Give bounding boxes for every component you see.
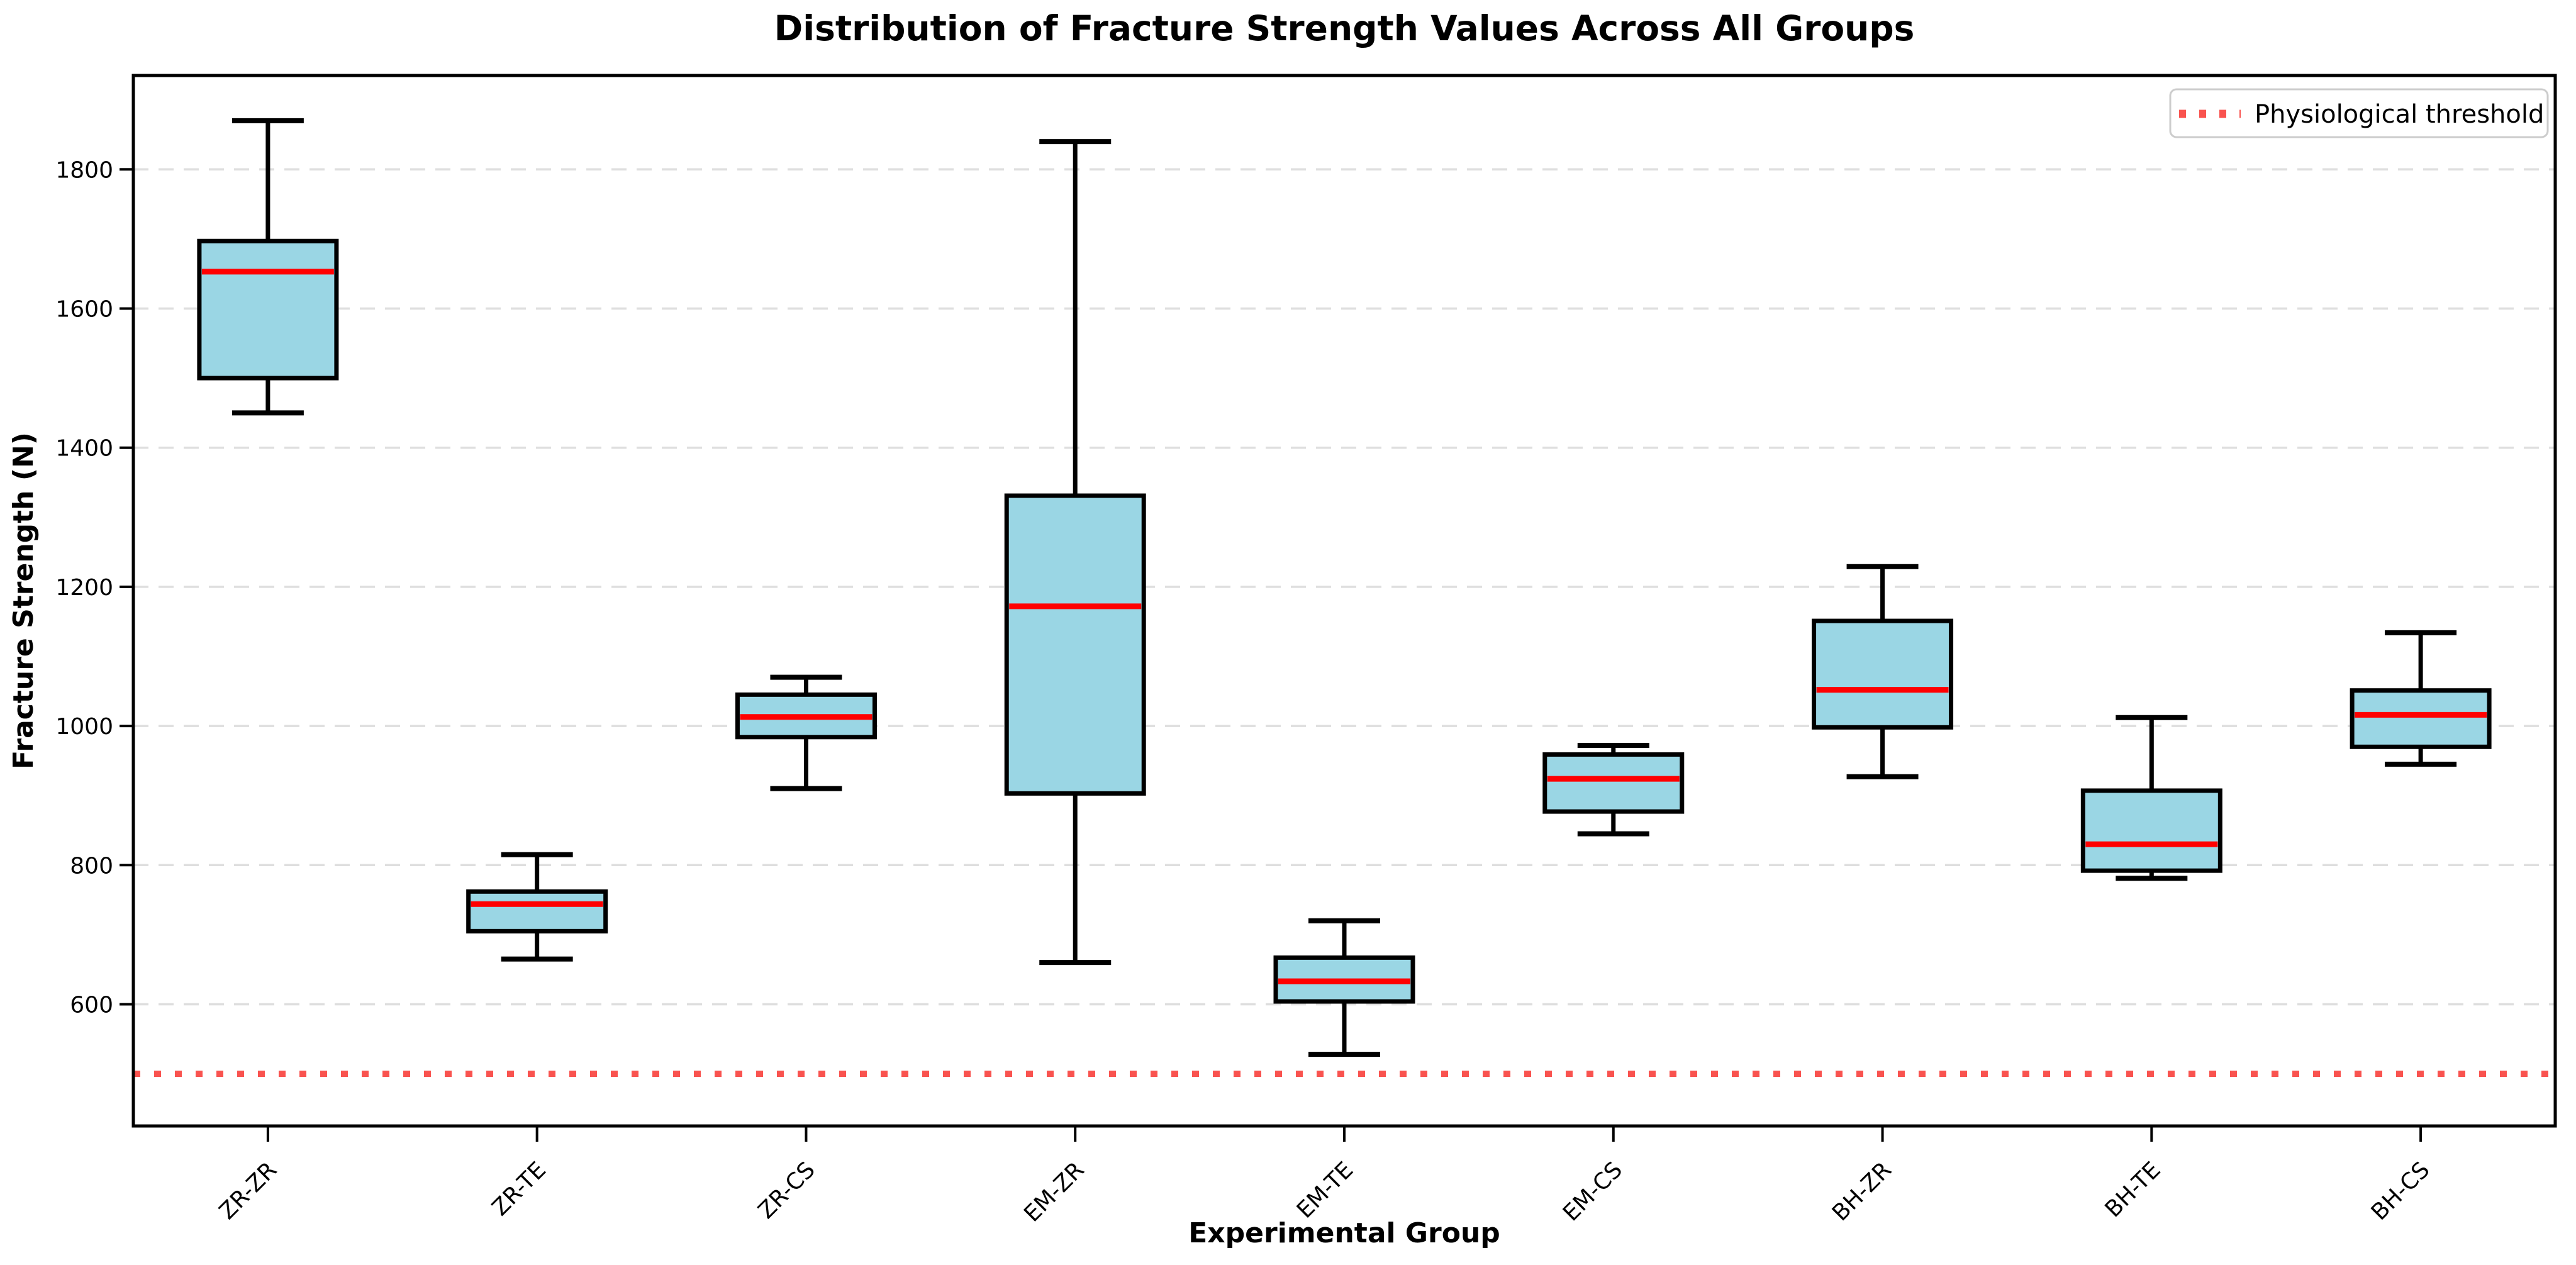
box-BH-CS xyxy=(2350,630,2492,767)
y-axis-ticks: 600 800 1000 1200 1400 1600 1800 xyxy=(55,157,133,1018)
legend: Physiological threshold xyxy=(2169,88,2549,138)
iqr-box-EM-ZR xyxy=(1004,493,1146,796)
x-tick-label-ZR-CS: ZR-CS xyxy=(754,1157,820,1223)
y-tick-label-1800: 1800 xyxy=(55,157,113,183)
plot-border xyxy=(131,74,2557,1128)
y-tick-label-1400: 1400 xyxy=(55,436,113,462)
x-tick-label-BH-CS: BH-CS xyxy=(2367,1157,2435,1225)
iqr-box-ZR-TE xyxy=(466,889,608,933)
box-ZR-TE xyxy=(466,852,608,962)
box-BH-ZR xyxy=(1812,564,1954,779)
y-tick-label-600: 600 xyxy=(70,992,113,1018)
x-axis-ticks: ZR-ZR ZR-TE ZR-CS EM-ZR EM-TE EM-CS BH-ZR BH-TE… xyxy=(215,1126,2435,1227)
y-tick-label-800: 800 xyxy=(70,853,113,879)
x-tick-label-BH-TE: BH-TE xyxy=(2100,1157,2166,1222)
gridlines-layer xyxy=(133,168,2555,1006)
chart-title: Distribution of Fracture Strength Values… xyxy=(774,8,1915,48)
x-tick-label-ZR-ZR: ZR-ZR xyxy=(215,1157,282,1224)
y-axis-label: Fracture Strength (N) xyxy=(8,432,40,769)
y-tick-label-1000: 1000 xyxy=(55,714,113,740)
x-tick-label-EM-CS: EM-CS xyxy=(1558,1157,1627,1226)
box-EM-ZR xyxy=(1004,139,1146,966)
x-tick-label-ZR-TE: ZR-TE xyxy=(487,1157,551,1221)
iqr-box-BH-CS xyxy=(2350,688,2492,749)
iqr-box-BH-ZR xyxy=(1812,618,1954,730)
legend-threshold-label: Physiological threshold xyxy=(2255,100,2544,129)
iqr-box-EM-CS xyxy=(1542,752,1685,814)
box-BH-TE xyxy=(2080,715,2222,881)
box-ZR-ZR xyxy=(197,118,339,416)
x-tick-label-BH-ZR: BH-ZR xyxy=(1827,1157,1897,1226)
boxes-layer xyxy=(197,118,2492,1057)
iqr-box-ZR-ZR xyxy=(197,238,339,381)
x-tick-label-EM-TE: EM-TE xyxy=(1292,1157,1359,1223)
box-ZR-CS xyxy=(735,674,877,791)
iqr-box-BH-TE xyxy=(2080,788,2222,873)
x-axis-label: Experimental Group xyxy=(1188,1217,1500,1249)
box-EM-CS xyxy=(1542,743,1685,837)
box-EM-TE xyxy=(1273,918,1415,1057)
x-tick-label-EM-ZR: EM-ZR xyxy=(1019,1157,1089,1227)
legend-box xyxy=(2169,88,2549,138)
y-tick-label-1200: 1200 xyxy=(55,575,113,601)
y-tick-label-1600: 1600 xyxy=(55,296,113,322)
